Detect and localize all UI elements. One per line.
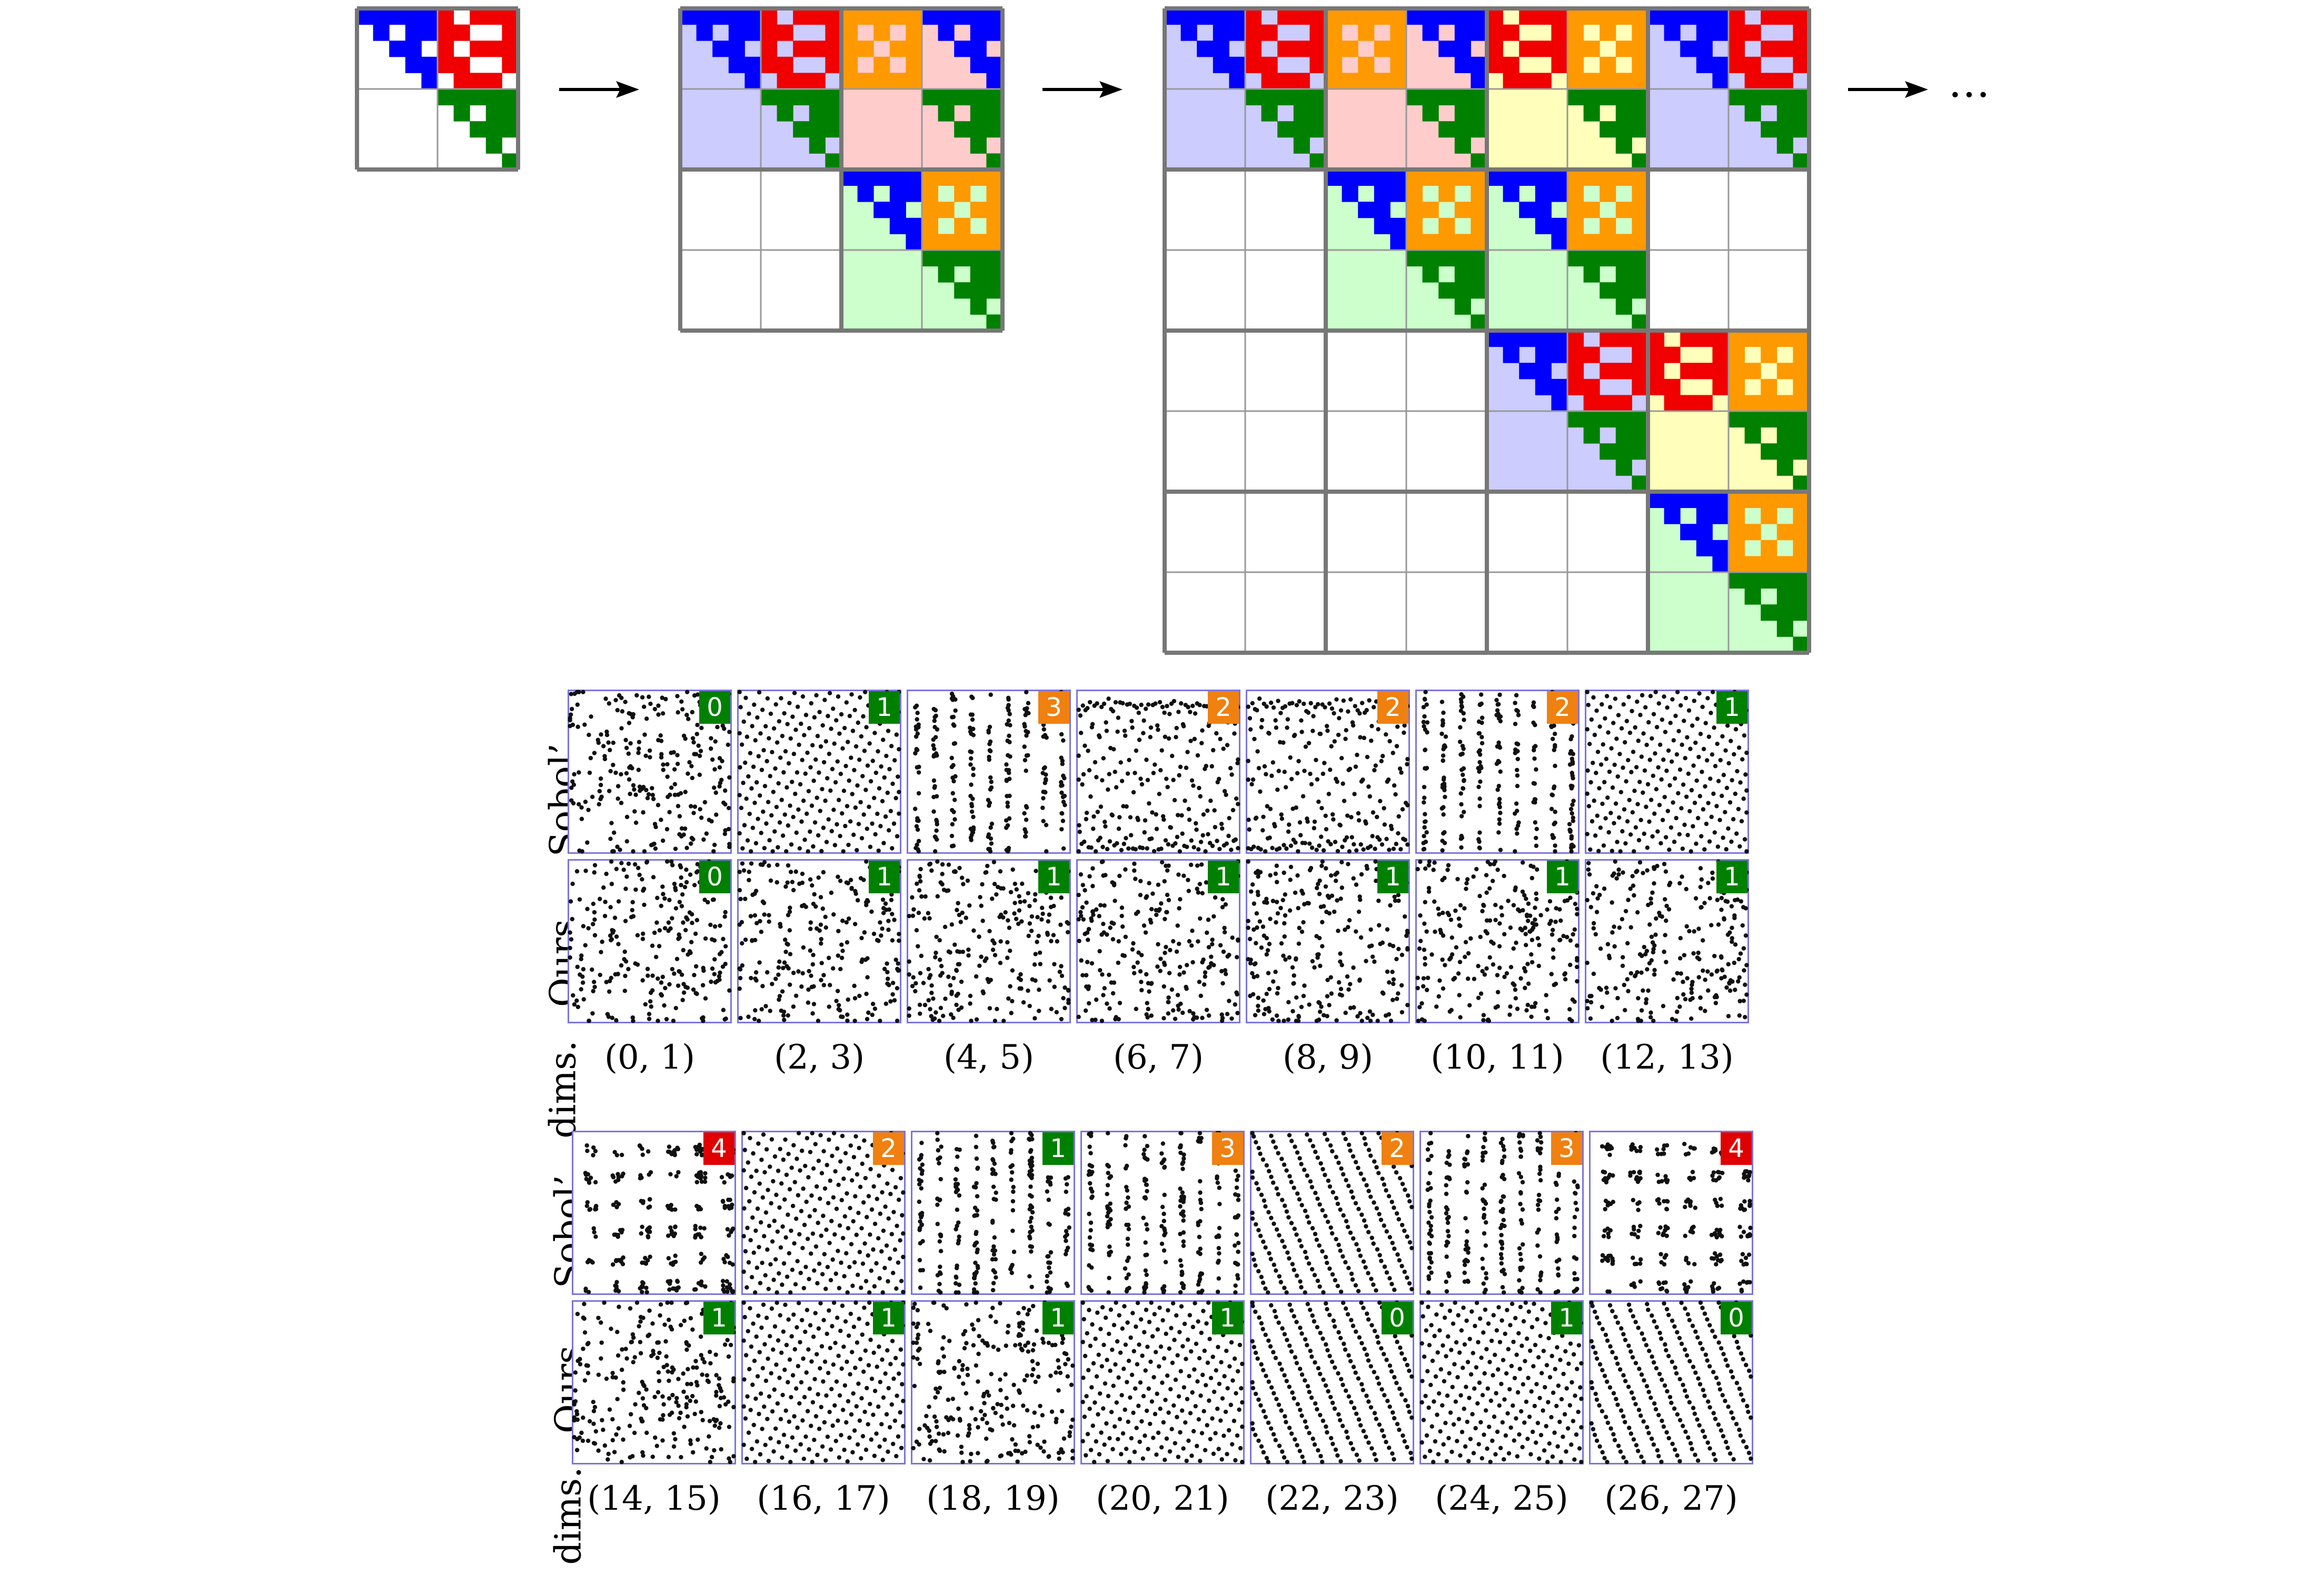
scatter-sobol-1: 1 — [737, 690, 901, 854]
scatter-ours-1: 1 — [741, 1300, 906, 1464]
quality-badge: 1 — [869, 691, 900, 724]
quality-badge: 4 — [1721, 1132, 1752, 1165]
svg-text:2: 2 — [880, 1134, 897, 1163]
scatter-ours-5: 1 — [1415, 859, 1580, 1023]
svg-text:1: 1 — [1215, 862, 1231, 892]
quality-badge: 1 — [1208, 861, 1239, 893]
svg-text:1: 1 — [1046, 862, 1062, 892]
svg-text:0: 0 — [707, 862, 723, 892]
quality-badge: 0 — [1721, 1302, 1752, 1334]
quality-badge: 2 — [1377, 691, 1408, 724]
quality-badge: 2 — [873, 1132, 904, 1165]
svg-text:1: 1 — [876, 693, 892, 722]
dims-label: (12, 13) — [1585, 1038, 1749, 1077]
arrow-3 — [1848, 81, 1928, 98]
scatter-ours-0: 0 — [568, 859, 732, 1023]
quality-badge: 2 — [1547, 691, 1578, 724]
scatter-sobol-3: 2 — [1076, 690, 1240, 854]
dims-label: (2, 3) — [737, 1038, 901, 1077]
scatter-ours-2: 1 — [911, 1300, 1075, 1464]
quality-badge: 3 — [1212, 1132, 1243, 1165]
quality-badge: 0 — [1382, 1302, 1413, 1334]
dims-label: (24, 25) — [1419, 1479, 1584, 1518]
scatter-sobol-4: 2 — [1246, 690, 1410, 854]
quality-badge: 0 — [699, 861, 730, 893]
quality-badge: 2 — [1208, 691, 1239, 724]
scatter-ours-2: 1 — [907, 859, 1071, 1023]
svg-text:2: 2 — [1215, 693, 1231, 722]
svg-text:1: 1 — [1385, 862, 1401, 892]
scatter-sobol-2: 3 — [907, 690, 1071, 854]
ellipsis: … — [1948, 58, 1990, 107]
quality-badge: 1 — [1716, 861, 1747, 893]
quality-badge: 3 — [1551, 1132, 1582, 1165]
quality-badge: 1 — [1212, 1302, 1243, 1334]
scatter-sobol-5: 2 — [1415, 690, 1580, 854]
svg-text:4: 4 — [711, 1134, 727, 1163]
scatter-ours-0: 1 — [572, 1300, 736, 1464]
quality-badge: 1 — [1042, 1132, 1074, 1165]
scatter-sobol-6: 1 — [1585, 690, 1749, 854]
matrix-step-3 — [1165, 8, 1810, 653]
svg-text:2: 2 — [1554, 693, 1571, 722]
scatter-ours-5: 1 — [1419, 1300, 1584, 1464]
quality-badge: 1 — [1716, 691, 1747, 724]
dims-label: (6, 7) — [1076, 1038, 1240, 1077]
scatter-sobol-1: 2 — [741, 1131, 906, 1295]
svg-text:3: 3 — [1046, 693, 1062, 722]
svg-text:1: 1 — [1554, 862, 1571, 892]
scatter-sobol-4: 2 — [1250, 1131, 1414, 1295]
arrow-1 — [559, 81, 639, 98]
svg-text:0: 0 — [707, 693, 723, 722]
dims-label: (26, 27) — [1589, 1479, 1753, 1518]
quality-badge: 1 — [703, 1302, 734, 1334]
dims-label: (8, 9) — [1246, 1038, 1410, 1077]
scatter-ours-3: 1 — [1080, 1300, 1245, 1464]
scatter-ours-4: 0 — [1250, 1300, 1414, 1464]
scatter-sobol-5: 3 — [1419, 1131, 1584, 1295]
svg-text:1: 1 — [1724, 862, 1740, 892]
scatter-ours-1: 1 — [737, 859, 901, 1023]
matrix-step-2 — [680, 8, 1003, 331]
dims-label: (10, 11) — [1415, 1038, 1580, 1077]
quality-badge: 2 — [1382, 1132, 1413, 1165]
svg-text:1: 1 — [1724, 693, 1740, 722]
scatter-sobol-2: 1 — [911, 1131, 1075, 1295]
quality-badge: 1 — [1547, 861, 1578, 893]
dims-label: (22, 23) — [1250, 1479, 1414, 1518]
dims-label: (20, 21) — [1080, 1479, 1245, 1518]
quality-badge: 4 — [703, 1132, 734, 1165]
quality-badge: 1 — [869, 861, 900, 893]
dims-label: (18, 19) — [911, 1479, 1075, 1518]
scatter-sobol-0: 4 — [572, 1131, 736, 1295]
svg-text:1: 1 — [876, 862, 892, 892]
dims-label: (0, 1) — [568, 1038, 732, 1077]
dims-label: (16, 17) — [741, 1479, 906, 1518]
scatter-sobol-0: 0 — [568, 690, 732, 854]
dims-label: (14, 15) — [572, 1479, 736, 1518]
matrix-step-1 — [357, 8, 519, 170]
quality-badge: 3 — [1038, 691, 1069, 724]
quality-badge: 0 — [699, 691, 730, 724]
scatter-ours-6: 0 — [1589, 1300, 1753, 1464]
dims-label: (4, 5) — [907, 1038, 1071, 1077]
scatter-ours-4: 1 — [1246, 859, 1410, 1023]
quality-badge: 1 — [1042, 1302, 1074, 1334]
svg-text:2: 2 — [1385, 693, 1401, 722]
scatter-ours-6: 1 — [1585, 859, 1749, 1023]
quality-badge: 1 — [1377, 861, 1408, 893]
scatter-sobol-3: 3 — [1080, 1131, 1245, 1295]
scatter-sobol-6: 4 — [1589, 1131, 1753, 1295]
quality-badge: 1 — [873, 1302, 904, 1334]
quality-badge: 1 — [1038, 861, 1069, 893]
scatter-ours-3: 1 — [1076, 859, 1240, 1023]
quality-badge: 1 — [1551, 1302, 1582, 1334]
arrow-2 — [1042, 81, 1123, 98]
